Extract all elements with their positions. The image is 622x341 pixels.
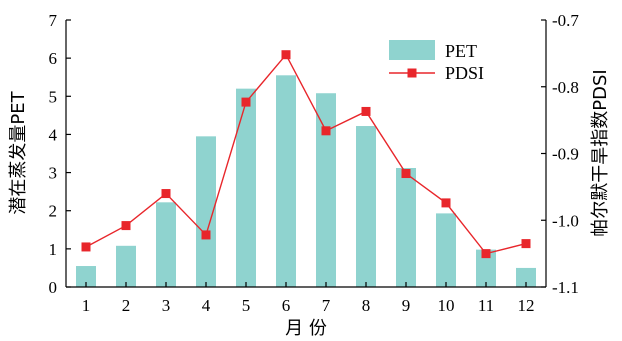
legend: PET PDSI	[389, 40, 484, 83]
pet-bar-5	[236, 88, 256, 288]
pdsi-point-11	[481, 249, 491, 259]
x-tick-label: 5	[242, 296, 251, 315]
legend-pdsi-label: PDSI	[445, 63, 484, 83]
y-right-tick-label: -1.1	[552, 278, 579, 297]
pet-bar-3	[156, 202, 176, 287]
pdsi-point-10	[441, 198, 451, 208]
pet-bar-2	[116, 245, 136, 287]
x-tick-label: 2	[122, 296, 131, 315]
pdsi-line-group	[81, 50, 531, 259]
y-right-tick-label: -1.0	[552, 211, 579, 230]
pet-bar-6	[276, 75, 296, 287]
x-tick-label: 11	[478, 296, 494, 315]
x-tick-label: 9	[402, 296, 411, 315]
pdsi-point-9	[401, 169, 411, 179]
pdsi-point-12	[521, 239, 531, 249]
x-tick-label: 10	[438, 296, 455, 315]
pdsi-point-3	[161, 189, 171, 199]
x-tick-label: 1	[82, 296, 91, 315]
y-left-tick-label: 5	[49, 87, 58, 106]
x-axis-title: 月 份	[285, 318, 327, 339]
pet-bar-8	[356, 126, 376, 287]
pdsi-point-8	[361, 106, 371, 116]
pet-bar-11	[476, 249, 496, 287]
y-axis-left-title: 潜在蒸发量PET	[8, 90, 29, 214]
pet-bar-9	[396, 167, 416, 287]
axes	[65, 19, 547, 288]
pdsi-point-7	[321, 126, 331, 136]
y-left-tick-label: 1	[49, 240, 58, 259]
pdsi-point-5	[241, 97, 251, 107]
pdsi-point-6	[281, 50, 291, 60]
y-axis-right-title: 帕尔默干旱指数PDSI	[590, 69, 611, 236]
y-right-tick-label: -0.9	[552, 145, 579, 164]
pdsi-point-4	[201, 230, 211, 240]
pet-bar-7	[316, 93, 336, 287]
legend-pet-swatch	[389, 40, 435, 60]
y-right-tick-label: -0.8	[552, 78, 579, 97]
y-left-tick-label: 6	[49, 49, 58, 68]
pet-bar-4	[196, 136, 216, 287]
legend-pdsi-marker	[407, 68, 417, 78]
pet-bars	[76, 75, 536, 288]
pdsi-point-2	[121, 221, 131, 231]
x-tick-label: 8	[362, 296, 371, 315]
y-left-tick-label: 2	[49, 202, 58, 221]
pdsi-point-1	[81, 242, 91, 252]
y-right-tick-label: -0.7	[552, 11, 579, 30]
pet-bar-12	[516, 267, 536, 287]
y-left-tick-label: 7	[49, 11, 58, 30]
pet-bar-1	[76, 266, 96, 287]
pdsi-line	[85, 53, 527, 255]
pet-bar-10	[436, 213, 456, 287]
x-tick-label: 3	[162, 296, 171, 315]
x-tick-label: 6	[282, 296, 291, 315]
x-tick-label: 7	[322, 296, 331, 315]
legend-pet-label: PET	[445, 41, 477, 61]
y-left-tick-label: 4	[49, 125, 58, 144]
y-left-tick-label: 3	[49, 164, 58, 183]
x-tick-label: 12	[518, 296, 535, 315]
x-tick-label: 4	[202, 296, 211, 315]
y-left-tick-label: 0	[49, 278, 58, 297]
